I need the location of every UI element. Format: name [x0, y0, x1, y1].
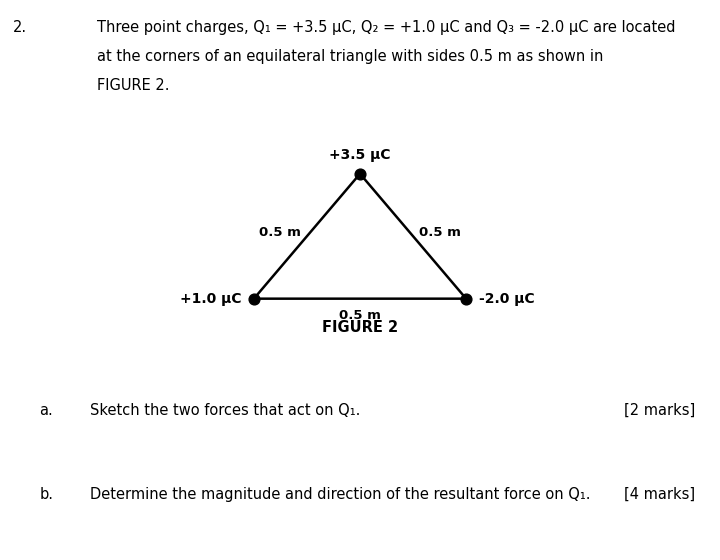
Point: [248, 294, 260, 303]
Point: [354, 169, 366, 178]
Text: FIGURE 2: FIGURE 2: [322, 320, 398, 335]
Text: 2.: 2.: [13, 20, 27, 35]
Text: 0.5 m: 0.5 m: [339, 309, 381, 322]
Text: at the corners of an equilateral triangle with sides 0.5 m as shown in: at the corners of an equilateral triangl…: [97, 49, 603, 64]
Text: [4 marks]: [4 marks]: [624, 487, 695, 502]
Text: a.: a.: [40, 403, 53, 418]
Point: [460, 294, 472, 303]
Text: FIGURE 2.: FIGURE 2.: [97, 78, 170, 93]
Text: Determine the magnitude and direction of the resultant force on Q₁.: Determine the magnitude and direction of…: [90, 487, 590, 502]
Text: -2.0 μC: -2.0 μC: [479, 292, 534, 306]
Text: +1.0 μC: +1.0 μC: [180, 292, 241, 306]
Text: Sketch the two forces that act on Q₁.: Sketch the two forces that act on Q₁.: [90, 403, 361, 418]
Text: [2 marks]: [2 marks]: [624, 403, 695, 418]
Text: 0.5 m: 0.5 m: [420, 226, 462, 239]
Text: b.: b.: [40, 487, 53, 502]
Text: +3.5 μC: +3.5 μC: [329, 148, 391, 162]
Text: 0.5 m: 0.5 m: [258, 226, 300, 239]
Text: Three point charges, Q₁ = +3.5 μC, Q₂ = +1.0 μC and Q₃ = -2.0 μC are located: Three point charges, Q₁ = +3.5 μC, Q₂ = …: [97, 20, 675, 35]
